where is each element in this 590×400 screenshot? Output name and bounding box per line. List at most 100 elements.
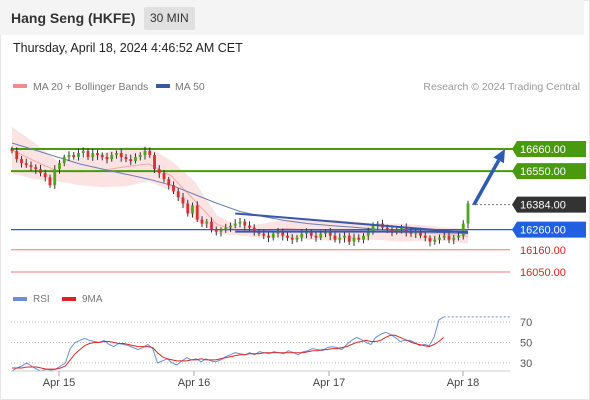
candle-body [343, 235, 346, 238]
rsi-legend: RSI 9MA [13, 294, 103, 305]
candle-body [243, 221, 247, 226]
candle-body [214, 229, 218, 232]
candle-body [466, 203, 470, 224]
legend-swatch-9ma [62, 297, 76, 301]
candle-body [338, 237, 342, 240]
candle-body [48, 177, 52, 186]
candle-body [10, 149, 14, 152]
level-labels: 16660.00 16550.00 16384.00 16260.00 16160.00… [512, 141, 586, 279]
candle-body [328, 231, 332, 236]
candle-body [233, 223, 237, 226]
target-arrow [472, 149, 505, 206]
level-tag-2 [512, 196, 586, 213]
candle-body [72, 155, 76, 158]
candle-body [138, 155, 142, 158]
candle-body [300, 233, 304, 238]
legend-label-rsi: RSI [33, 294, 50, 305]
candle-body [210, 221, 213, 230]
candle-body [129, 159, 133, 162]
x-tick-label: Apr 18 [447, 377, 479, 389]
candle-body [105, 157, 109, 160]
candle-body [134, 157, 137, 162]
candle-body [333, 235, 337, 240]
candle-body [77, 153, 80, 158]
level-label-0: 16660.00 [520, 144, 566, 156]
candle-body [447, 235, 451, 240]
candle-body [186, 203, 190, 214]
legend-swatch-rsi [13, 297, 27, 301]
candle-body [238, 221, 242, 224]
candle-body [423, 235, 427, 238]
candle-body [352, 237, 356, 242]
candle-body [366, 231, 370, 236]
level-label-5: 16050.00 [520, 267, 566, 279]
candle-body [100, 155, 104, 158]
candle-body [419, 231, 422, 236]
legend-label-9ma: 9MA [82, 294, 103, 305]
level-tag-0 [512, 141, 586, 157]
candle-body [286, 235, 289, 238]
candle-body [53, 169, 57, 186]
candle-body [15, 151, 19, 160]
candle-body [58, 163, 61, 170]
legend-swatch-ma50 [156, 84, 170, 88]
candle-body [433, 239, 437, 242]
candle-body [81, 151, 85, 154]
candle-body [309, 231, 313, 236]
candle-body [167, 179, 171, 186]
legend-label-ma50: MA 50 [175, 81, 205, 93]
candle-body [34, 167, 38, 170]
interval-badge[interactable]: 30 MIN [144, 7, 195, 30]
candle-body [428, 237, 432, 242]
candle-body [461, 223, 465, 236]
legend-label-ma20: MA 20 + Bollinger Bands [33, 81, 148, 93]
candle-body [395, 229, 399, 232]
rsi-level-label: 70 [520, 317, 532, 329]
candle-body [257, 231, 261, 234]
candle-body [290, 237, 294, 240]
candle-body [362, 235, 365, 240]
candle-body [153, 155, 156, 170]
candle-body [172, 185, 175, 192]
candle-body [157, 169, 161, 174]
candle-body [91, 153, 95, 158]
candle-body [457, 235, 460, 238]
upper-trendline [235, 212, 469, 234]
rsi-level-label: 50 [520, 337, 532, 349]
candle-body [267, 235, 270, 238]
candle-body [281, 231, 285, 236]
level-label-2: 16384.00 [520, 200, 566, 212]
rsi-line [11, 316, 444, 372]
candle-body [442, 235, 446, 238]
candle-body [86, 151, 90, 158]
candle-body [119, 153, 123, 158]
source-credit: Research © 2024 Trading Central [423, 81, 580, 93]
candle-body [124, 157, 128, 160]
candle-body [29, 165, 33, 168]
x-axis-ticks: Apr 15 Apr 16 Apr 17 Apr 18 [43, 371, 479, 389]
level-label-4: 16160.00 [520, 245, 566, 257]
legend-swatch-ma20 [13, 84, 27, 88]
level-lines [11, 148, 513, 273]
candle-body [452, 237, 456, 240]
candle-body [295, 237, 299, 240]
candle-body [176, 191, 180, 198]
target-arrow-head [493, 149, 505, 164]
rsi-ma-line [12, 334, 445, 370]
chart-header: Hang Seng (HKFE) 30 MIN [0, 0, 584, 35]
level-tag-3 [512, 221, 586, 238]
rsi-level-label: 30 [520, 358, 532, 370]
candle-body [262, 233, 266, 236]
candle-body [43, 173, 47, 178]
x-tick-label: Apr 17 [313, 377, 345, 389]
candle-body [414, 231, 418, 234]
candles [10, 146, 470, 247]
candle-body [181, 197, 185, 204]
candle-body [385, 227, 389, 230]
candle-body [67, 155, 71, 158]
x-tick-label: Apr 16 [178, 377, 210, 389]
target-arrow-shaft [472, 159, 501, 206]
level-label-1: 16550.00 [520, 166, 566, 178]
candle-body [162, 173, 166, 180]
